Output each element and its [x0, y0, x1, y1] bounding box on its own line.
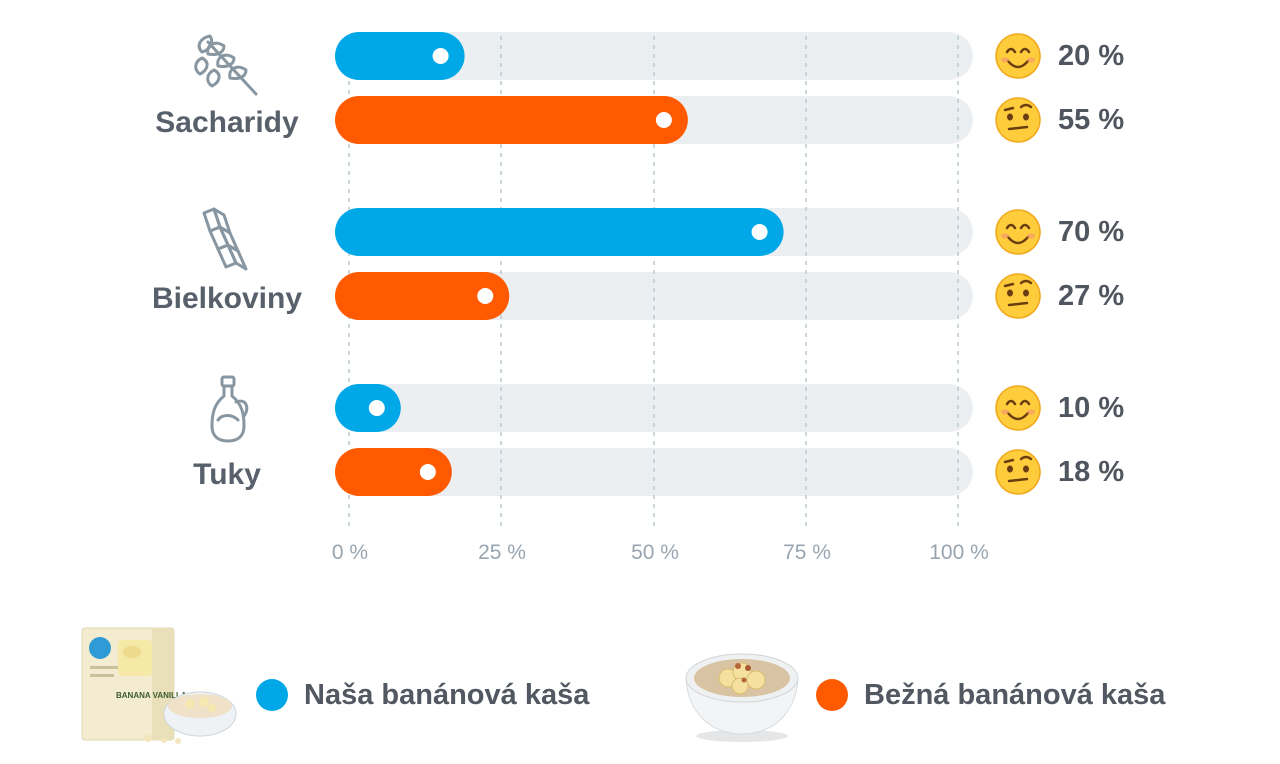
bar-bielkoviny-nasa [335, 208, 784, 256]
bar-dot-sacharidy-nasa [432, 48, 449, 64]
emoji-cheek [1027, 233, 1035, 239]
emoji-tuky-nasa [995, 385, 1041, 431]
emoji-brow-right [1019, 279, 1033, 285]
oil-bottle-icon [206, 374, 252, 449]
emoji-sacharidy-bezna [995, 97, 1041, 143]
legend-item-nasa: Naša banánová kaša [256, 670, 589, 720]
emoji-eye-left [1007, 113, 1013, 121]
category-label-tuky: Tuky [193, 458, 261, 491]
value-label-sacharidy-bezna: 55 % [1058, 104, 1125, 136]
bar-dot-tuky-bezna [419, 464, 436, 480]
emoji-tuky-bezna [995, 449, 1041, 495]
bar-dot-tuky-nasa [368, 400, 385, 416]
category-label-sacharidy: Sacharidy [155, 106, 299, 139]
product-box-text: BANANA VANILLA [116, 691, 187, 700]
category-label-bielkoviny: Bielkoviny [151, 282, 303, 315]
emoji-eye-right [1019, 223, 1031, 230]
wheat-icon [190, 28, 264, 105]
bar-sacharidy-bezna [335, 96, 688, 144]
bar-dot-bielkoviny-bezna [477, 288, 494, 304]
emoji-eye-right [1023, 289, 1029, 297]
emoji-mouth [1007, 477, 1029, 483]
emoji-eye-left [1005, 47, 1017, 54]
emoji-bielkoviny-bezna [995, 273, 1041, 319]
bar-sacharidy-nasa [335, 32, 465, 80]
emoji-eye-right [1023, 113, 1029, 121]
legend-label-bezna: Bežná banánová kaša [864, 678, 1166, 711]
emoji-eye-right [1019, 399, 1031, 406]
value-label-bielkoviny-nasa: 70 % [1058, 216, 1125, 248]
x-tick-label-25: 25 % [478, 541, 526, 564]
emoji-brow-left [1003, 106, 1015, 112]
emoji-cheek [1027, 409, 1035, 415]
bar-dot-bielkoviny-nasa [751, 224, 768, 240]
x-tick-label-50: 50 % [631, 541, 679, 564]
value-label-bielkoviny-bezna: 27 % [1058, 280, 1125, 312]
legend-item-bezna: Bežná banánová kaša [816, 670, 1165, 720]
value-label-tuky-nasa: 10 % [1058, 392, 1125, 424]
bar-dot-sacharidy-bezna [655, 112, 672, 128]
bar-bielkoviny-bezna [335, 272, 510, 320]
emoji-cheek [1001, 409, 1009, 415]
emoji-mouth [1006, 411, 1030, 421]
bar-track [335, 448, 973, 496]
emoji-eye-left [1007, 289, 1013, 297]
emoji-eye-left [1005, 223, 1017, 230]
emoji-sacharidy-nasa [995, 33, 1041, 79]
bar-tuky-bezna [335, 448, 452, 496]
value-label-sacharidy-nasa: 20 % [1058, 40, 1125, 72]
x-tick-label-75: 75 % [783, 541, 831, 564]
emoji-mouth [1007, 301, 1029, 307]
emoji-mouth [1006, 235, 1030, 245]
x-tick-label-100: 100 % [929, 541, 989, 564]
emoji-brow-right [1019, 455, 1033, 461]
emoji-brow-left [1003, 458, 1015, 464]
emoji-mouth [1006, 59, 1030, 69]
emoji-cheek [1001, 233, 1009, 239]
emoji-brow-right [1019, 103, 1033, 109]
nutrition-chart [335, 32, 1041, 526]
porridge-bowl-image [678, 644, 808, 749]
emoji-eye-left [1005, 399, 1017, 406]
emoji-eye-right [1023, 465, 1029, 473]
emoji-eye-right [1019, 47, 1031, 54]
emoji-cheek [1001, 57, 1009, 63]
legend-dot-orange [816, 679, 848, 711]
fusilli-pasta-icon [194, 205, 260, 280]
emoji-brow-left [1003, 282, 1015, 288]
product-box-image: BANANA VANILLA [78, 622, 238, 751]
emoji-eye-left [1007, 465, 1013, 473]
value-label-tuky-bezna: 18 % [1058, 456, 1125, 488]
chart-svg [335, 32, 1041, 526]
legend-label-nasa: Naša banánová kaša [304, 678, 590, 711]
bar-tuky-nasa [335, 384, 401, 432]
legend-dot-blue [256, 679, 288, 711]
emoji-bielkoviny-nasa [995, 209, 1041, 255]
emoji-mouth [1007, 125, 1029, 131]
x-tick-label-0: 0 % [331, 541, 369, 564]
emoji-cheek [1027, 57, 1035, 63]
